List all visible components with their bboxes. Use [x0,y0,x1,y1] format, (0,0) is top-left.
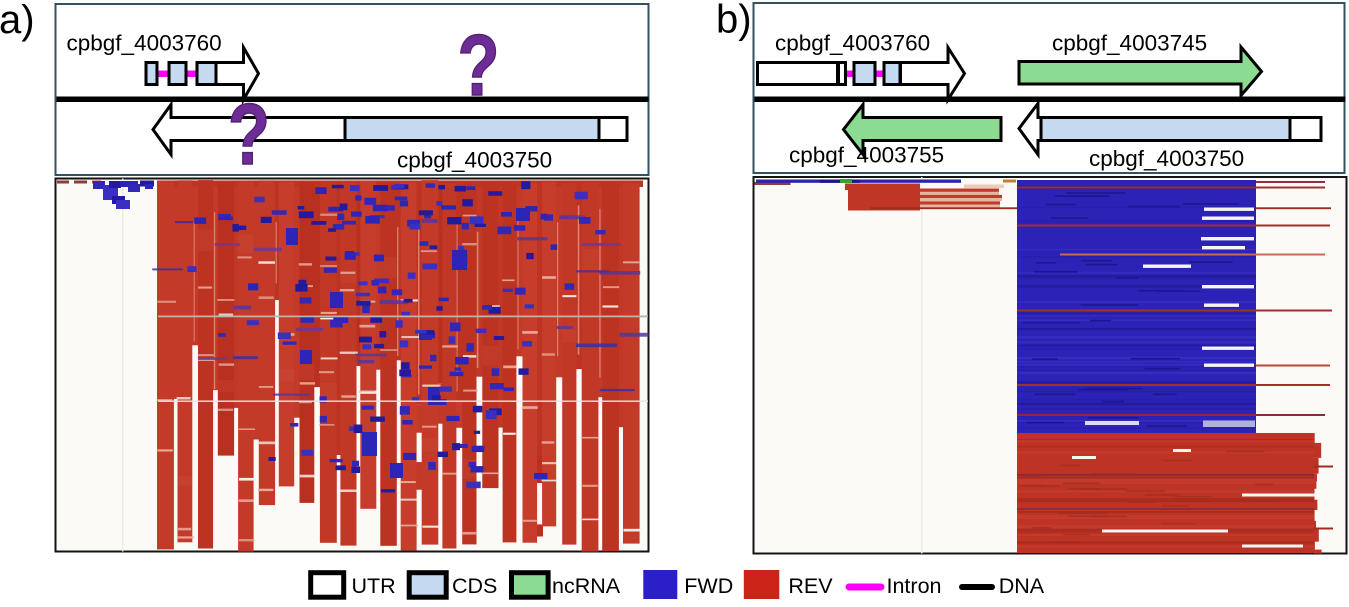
svg-text:?: ? [228,87,270,183]
svg-text:cpbgf_4003755: cpbgf_4003755 [789,143,944,168]
svg-text:CDS: CDS [452,574,497,598]
svg-text:cpbgf_4003745: cpbgf_4003745 [1052,31,1207,56]
svg-text:Intron: Intron [887,574,942,598]
svg-text:cpbgf_4003760: cpbgf_4003760 [67,31,222,56]
svg-text:cpbgf_4003750: cpbgf_4003750 [397,148,552,173]
svg-text:DNA: DNA [999,574,1045,598]
svg-text:FWD: FWD [684,574,733,598]
svg-text:?: ? [457,18,499,114]
svg-text:ncRNA: ncRNA [552,574,621,598]
svg-text:cpbgf_4003760: cpbgf_4003760 [775,31,930,56]
svg-text:REV: REV [788,574,833,598]
svg-text:UTR: UTR [352,574,396,598]
svg-text:cpbgf_4003750: cpbgf_4003750 [1089,146,1244,171]
svg-text:a): a) [0,0,35,42]
svg-text:b): b) [716,0,752,42]
